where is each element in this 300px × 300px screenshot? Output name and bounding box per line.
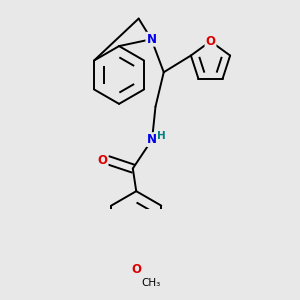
- Text: N: N: [146, 33, 156, 46]
- Text: N: N: [147, 133, 157, 146]
- Text: CH₃: CH₃: [142, 278, 161, 288]
- Text: O: O: [131, 263, 141, 276]
- Text: H: H: [157, 131, 166, 141]
- Text: O: O: [206, 35, 215, 48]
- Text: O: O: [98, 154, 108, 167]
